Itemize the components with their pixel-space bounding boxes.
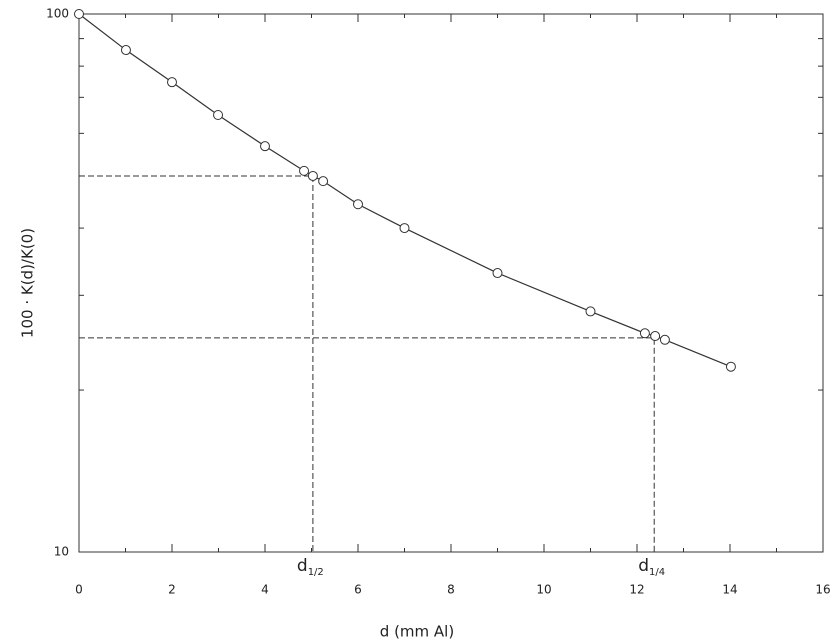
y-tick-label: 100 (46, 7, 69, 21)
x-tick-label: 4 (261, 583, 269, 597)
x-tick-label: 0 (75, 583, 83, 597)
data-point (121, 46, 130, 55)
curve (79, 14, 731, 367)
data-point (640, 329, 649, 338)
reference-label: d1/2 (297, 556, 324, 578)
reference-line (79, 176, 313, 552)
x-tick-label: 10 (536, 583, 551, 597)
x-tick-label: 6 (354, 583, 362, 597)
x-tick-label: 12 (629, 583, 644, 597)
reference-subscript: 1/2 (308, 567, 324, 578)
x-tick-label: 14 (722, 583, 737, 597)
x-tick-label: 8 (447, 583, 455, 597)
chart: d (mm Al) 100 · K(d)/K(0) 0 2 4 6 8 10 12 14 16 1… (0, 0, 835, 641)
data-point (651, 332, 660, 341)
data-point (319, 177, 328, 186)
reference-line (79, 338, 654, 552)
data-point (726, 362, 735, 371)
x-axis-label: d (mm Al) (380, 623, 454, 641)
y-tick-label: 10 (54, 545, 69, 559)
data-point (214, 111, 223, 120)
reference-subscript: 1/4 (649, 567, 665, 578)
reference-label: d1/4 (638, 556, 665, 578)
x-tick-label: 16 (815, 583, 830, 597)
reference-symbol: d (297, 556, 308, 576)
data-point (261, 142, 270, 151)
data-point (660, 335, 669, 344)
data-point (308, 171, 317, 180)
x-tick-label: 2 (168, 583, 176, 597)
data-point (168, 78, 177, 87)
data-point (400, 224, 409, 233)
reference-symbol: d (638, 556, 649, 576)
y-axis-label: 100 · K(d)/K(0) (19, 228, 37, 338)
data-point (586, 307, 595, 316)
data-point (75, 10, 84, 19)
data-point (354, 200, 363, 209)
data-point (493, 269, 502, 278)
data-point (300, 166, 309, 175)
